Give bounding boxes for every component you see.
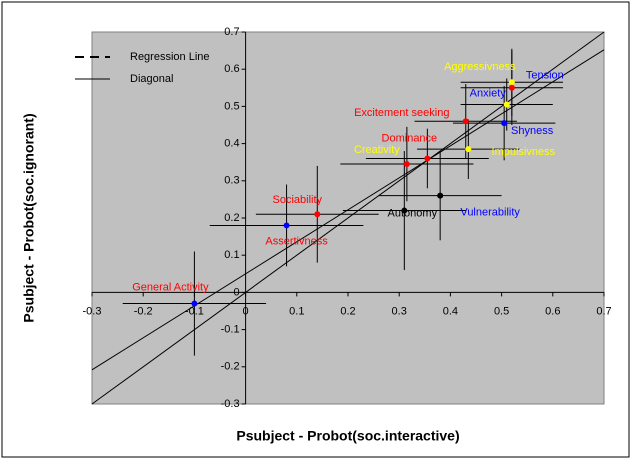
x-tick-label: 0	[243, 305, 249, 317]
y-tick-label: 0.1	[224, 249, 239, 261]
point-label: Aggressivness	[444, 61, 516, 73]
y-tick-label: -0.1	[221, 324, 240, 336]
point-label: Shyness	[511, 125, 554, 137]
y-axis-title: Psubject - Probot(soc.ignorant)	[21, 113, 37, 322]
point-label: Impulsivness	[492, 146, 556, 158]
legend-label: Regression Line	[130, 51, 210, 63]
point	[314, 211, 321, 218]
point	[437, 192, 444, 199]
point	[508, 79, 515, 86]
point-label: Excitement seeking	[354, 107, 449, 119]
point-label: Sociability	[273, 194, 323, 206]
y-tick-label: -0.3	[221, 398, 240, 410]
legend-label: Diagonal	[130, 73, 173, 85]
point	[465, 146, 472, 153]
x-tick-label: 0.2	[340, 305, 355, 317]
x-tick-label: 0.1	[289, 305, 304, 317]
diagonal-line	[91, 31, 605, 405]
point	[508, 84, 515, 91]
y-tick-label: 0	[233, 286, 239, 298]
point	[462, 118, 469, 125]
x-tick-label: -0.2	[134, 305, 153, 317]
y-tick-label: 0.6	[224, 63, 239, 75]
point-label: Vulnerability	[460, 207, 520, 219]
x-tick-label: 0.6	[545, 305, 560, 317]
point	[191, 300, 198, 307]
y-tick-label: 0.5	[224, 100, 239, 112]
point-label: Assertivness	[265, 235, 328, 247]
y-tick-label: 0.2	[224, 212, 239, 224]
x-tick-label: -0.3	[83, 305, 102, 317]
y-tick-label: 0.7	[224, 26, 239, 38]
point	[401, 207, 408, 214]
point-label: Creativity	[354, 144, 400, 156]
x-tick-label: 0.5	[494, 305, 509, 317]
point-label: Anxiety	[470, 87, 507, 99]
y-tick-label: 0.3	[224, 175, 239, 187]
y-tick-label: 0.4	[224, 138, 239, 150]
x-tick-label: 0.7	[596, 305, 611, 317]
point	[501, 120, 508, 127]
point	[424, 155, 431, 162]
point-label: General Activity	[132, 281, 209, 293]
point-label: Autonomy	[388, 207, 438, 219]
regression-line	[91, 49, 605, 371]
point-label: Dominance	[382, 132, 438, 144]
point	[403, 161, 410, 168]
x-axis-title: Psubject - Probot(soc.interactive)	[236, 428, 459, 444]
x-tick-label: 0.4	[443, 305, 458, 317]
point	[283, 222, 290, 229]
point	[503, 101, 510, 108]
point-label: Tension	[526, 70, 564, 82]
x-tick-label: 0.3	[392, 305, 407, 317]
y-tick-label: -0.2	[221, 361, 240, 373]
